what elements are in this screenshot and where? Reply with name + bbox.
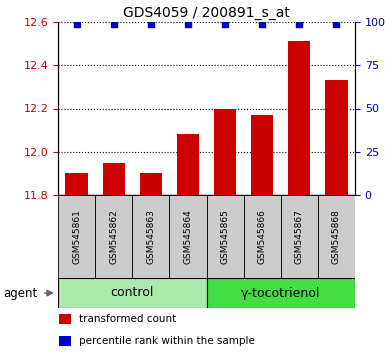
Text: GSM545863: GSM545863: [146, 209, 155, 264]
Bar: [177, 135, 199, 195]
Point: [185, 21, 191, 27]
Bar: [251, 115, 273, 195]
Bar: [140, 173, 162, 195]
Bar: [288, 41, 310, 195]
Bar: [244, 195, 281, 278]
Bar: [206, 195, 244, 278]
Text: agent: agent: [3, 286, 37, 299]
Text: GSM545866: GSM545866: [258, 209, 267, 264]
Text: GSM545861: GSM545861: [72, 209, 81, 264]
Bar: [95, 195, 132, 278]
Text: transformed count: transformed count: [79, 314, 176, 324]
Text: control: control: [110, 286, 154, 299]
Text: GSM545868: GSM545868: [332, 209, 341, 264]
Bar: [60, 314, 71, 324]
Bar: [281, 195, 318, 278]
Bar: [102, 162, 125, 195]
Text: γ-tocotrienol: γ-tocotrienol: [241, 286, 320, 299]
Bar: [58, 278, 206, 308]
Bar: [214, 108, 236, 195]
Text: percentile rank within the sample: percentile rank within the sample: [79, 336, 254, 346]
Title: GDS4059 / 200891_s_at: GDS4059 / 200891_s_at: [123, 6, 290, 19]
Text: GSM545867: GSM545867: [295, 209, 304, 264]
Bar: [325, 80, 348, 195]
Point: [74, 21, 80, 27]
Text: GSM545864: GSM545864: [183, 209, 192, 264]
Point: [222, 21, 228, 27]
Text: GSM545865: GSM545865: [221, 209, 229, 264]
Bar: [318, 195, 355, 278]
Point: [110, 21, 117, 27]
Bar: [60, 336, 71, 346]
Bar: [206, 278, 355, 308]
Bar: [58, 195, 95, 278]
Text: GSM545862: GSM545862: [109, 209, 118, 264]
Point: [296, 21, 302, 27]
Bar: [65, 173, 88, 195]
Point: [333, 21, 340, 27]
Point: [148, 21, 154, 27]
Bar: [132, 195, 169, 278]
Bar: [169, 195, 206, 278]
Point: [259, 21, 265, 27]
